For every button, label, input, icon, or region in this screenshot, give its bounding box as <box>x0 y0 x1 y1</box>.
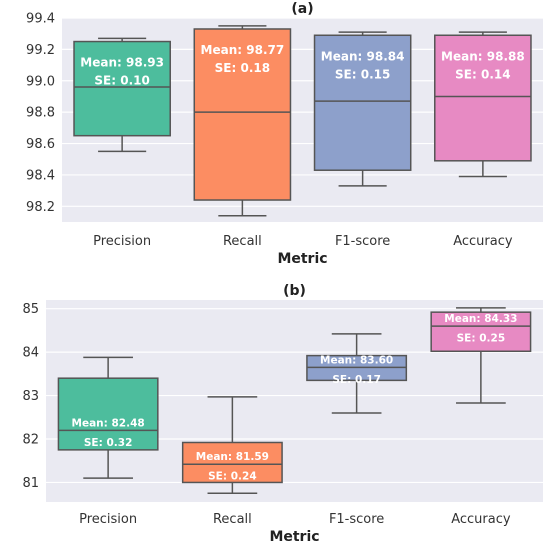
box-body <box>73 40 171 137</box>
x-axis-label: Metric <box>269 529 319 545</box>
panel-b: 81 82 83 84 85 (b) Metric Mean: 82.48 SE: 0.32 Pr… <box>22 283 543 545</box>
y-tick-label: 98.6 <box>26 137 55 152</box>
panel-a: 98.2 98.4 98.6 98.8 99.0 99.2 99.4 (a) Metric Mea… <box>26 1 543 267</box>
x-tick-label: Recall <box>213 512 252 527</box>
y-tick-label: 99.4 <box>26 12 55 27</box>
se-label: SE: 0.32 <box>84 437 133 449</box>
box-accuracy: Mean: 98.88 SE: 0.14 <box>434 31 532 178</box>
box-precision: Mean: 98.93 SE: 0.10 <box>73 37 171 153</box>
x-tick-label: Accuracy <box>451 512 511 527</box>
mean-label: Mean: 82.48 <box>72 417 145 429</box>
box-recall: Mean: 98.77 SE: 0.18 <box>193 25 292 217</box>
panel-title: (a) <box>291 1 313 17</box>
mean-label: Mean: 81.59 <box>196 451 269 463</box>
x-tick-label: Precision <box>93 234 151 249</box>
se-label: SE: 0.15 <box>335 67 390 81</box>
y-tick-label: 98.2 <box>26 200 55 215</box>
x-tick-label: F1-score <box>335 234 390 249</box>
y-tick-label: 98.4 <box>26 168 55 183</box>
x-tick-label: Accuracy <box>453 234 513 249</box>
mean-label: Mean: 98.88 <box>441 49 525 63</box>
box-accuracy: Mean: 84.33 SE: 0.25 <box>430 307 532 404</box>
se-label: SE: 0.10 <box>94 74 149 88</box>
box-body <box>434 34 532 162</box>
x-tick-label: Recall <box>223 234 262 249</box>
mean-label: Mean: 98.84 <box>321 49 405 63</box>
y-tick-label: 98.8 <box>26 106 55 121</box>
panel-title: (b) <box>283 283 306 299</box>
se-label: SE: 0.24 <box>208 471 257 483</box>
y-tick-label: 81 <box>22 476 39 491</box>
box-body <box>313 34 412 171</box>
box-f1-score: Mean: 83.60 SE: 0.17 <box>306 333 408 414</box>
box-body <box>193 28 292 201</box>
mean-label: Mean: 98.93 <box>80 56 164 70</box>
mean-label: Mean: 98.77 <box>201 43 285 57</box>
box-body <box>430 311 532 353</box>
x-axis-label: Metric <box>277 251 327 267</box>
se-label: SE: 0.25 <box>457 333 506 345</box>
mean-label: Mean: 84.33 <box>444 313 517 325</box>
box-f1-score: Mean: 98.84 SE: 0.15 <box>313 31 412 187</box>
y-tick-label: 84 <box>22 346 39 361</box>
x-tick-label: Precision <box>79 512 137 527</box>
y-tick-label: 99.2 <box>26 43 55 58</box>
box-body <box>57 377 159 451</box>
y-tick-label: 83 <box>22 389 39 404</box>
se-label: SE: 0.18 <box>215 61 270 75</box>
y-tick-label: 85 <box>22 302 39 317</box>
box-recall: Mean: 81.59 SE: 0.24 <box>181 396 283 495</box>
se-label: SE: 0.17 <box>332 374 381 386</box>
y-tick-label: 99.0 <box>26 74 55 89</box>
mean-label: Mean: 83.60 <box>320 354 393 366</box>
box-body <box>181 441 283 484</box>
y-tick-label: 82 <box>22 433 39 448</box>
box-precision: Mean: 82.48 SE: 0.32 <box>57 356 159 479</box>
se-label: SE: 0.14 <box>455 67 510 81</box>
x-tick-label: F1-score <box>329 512 384 527</box>
